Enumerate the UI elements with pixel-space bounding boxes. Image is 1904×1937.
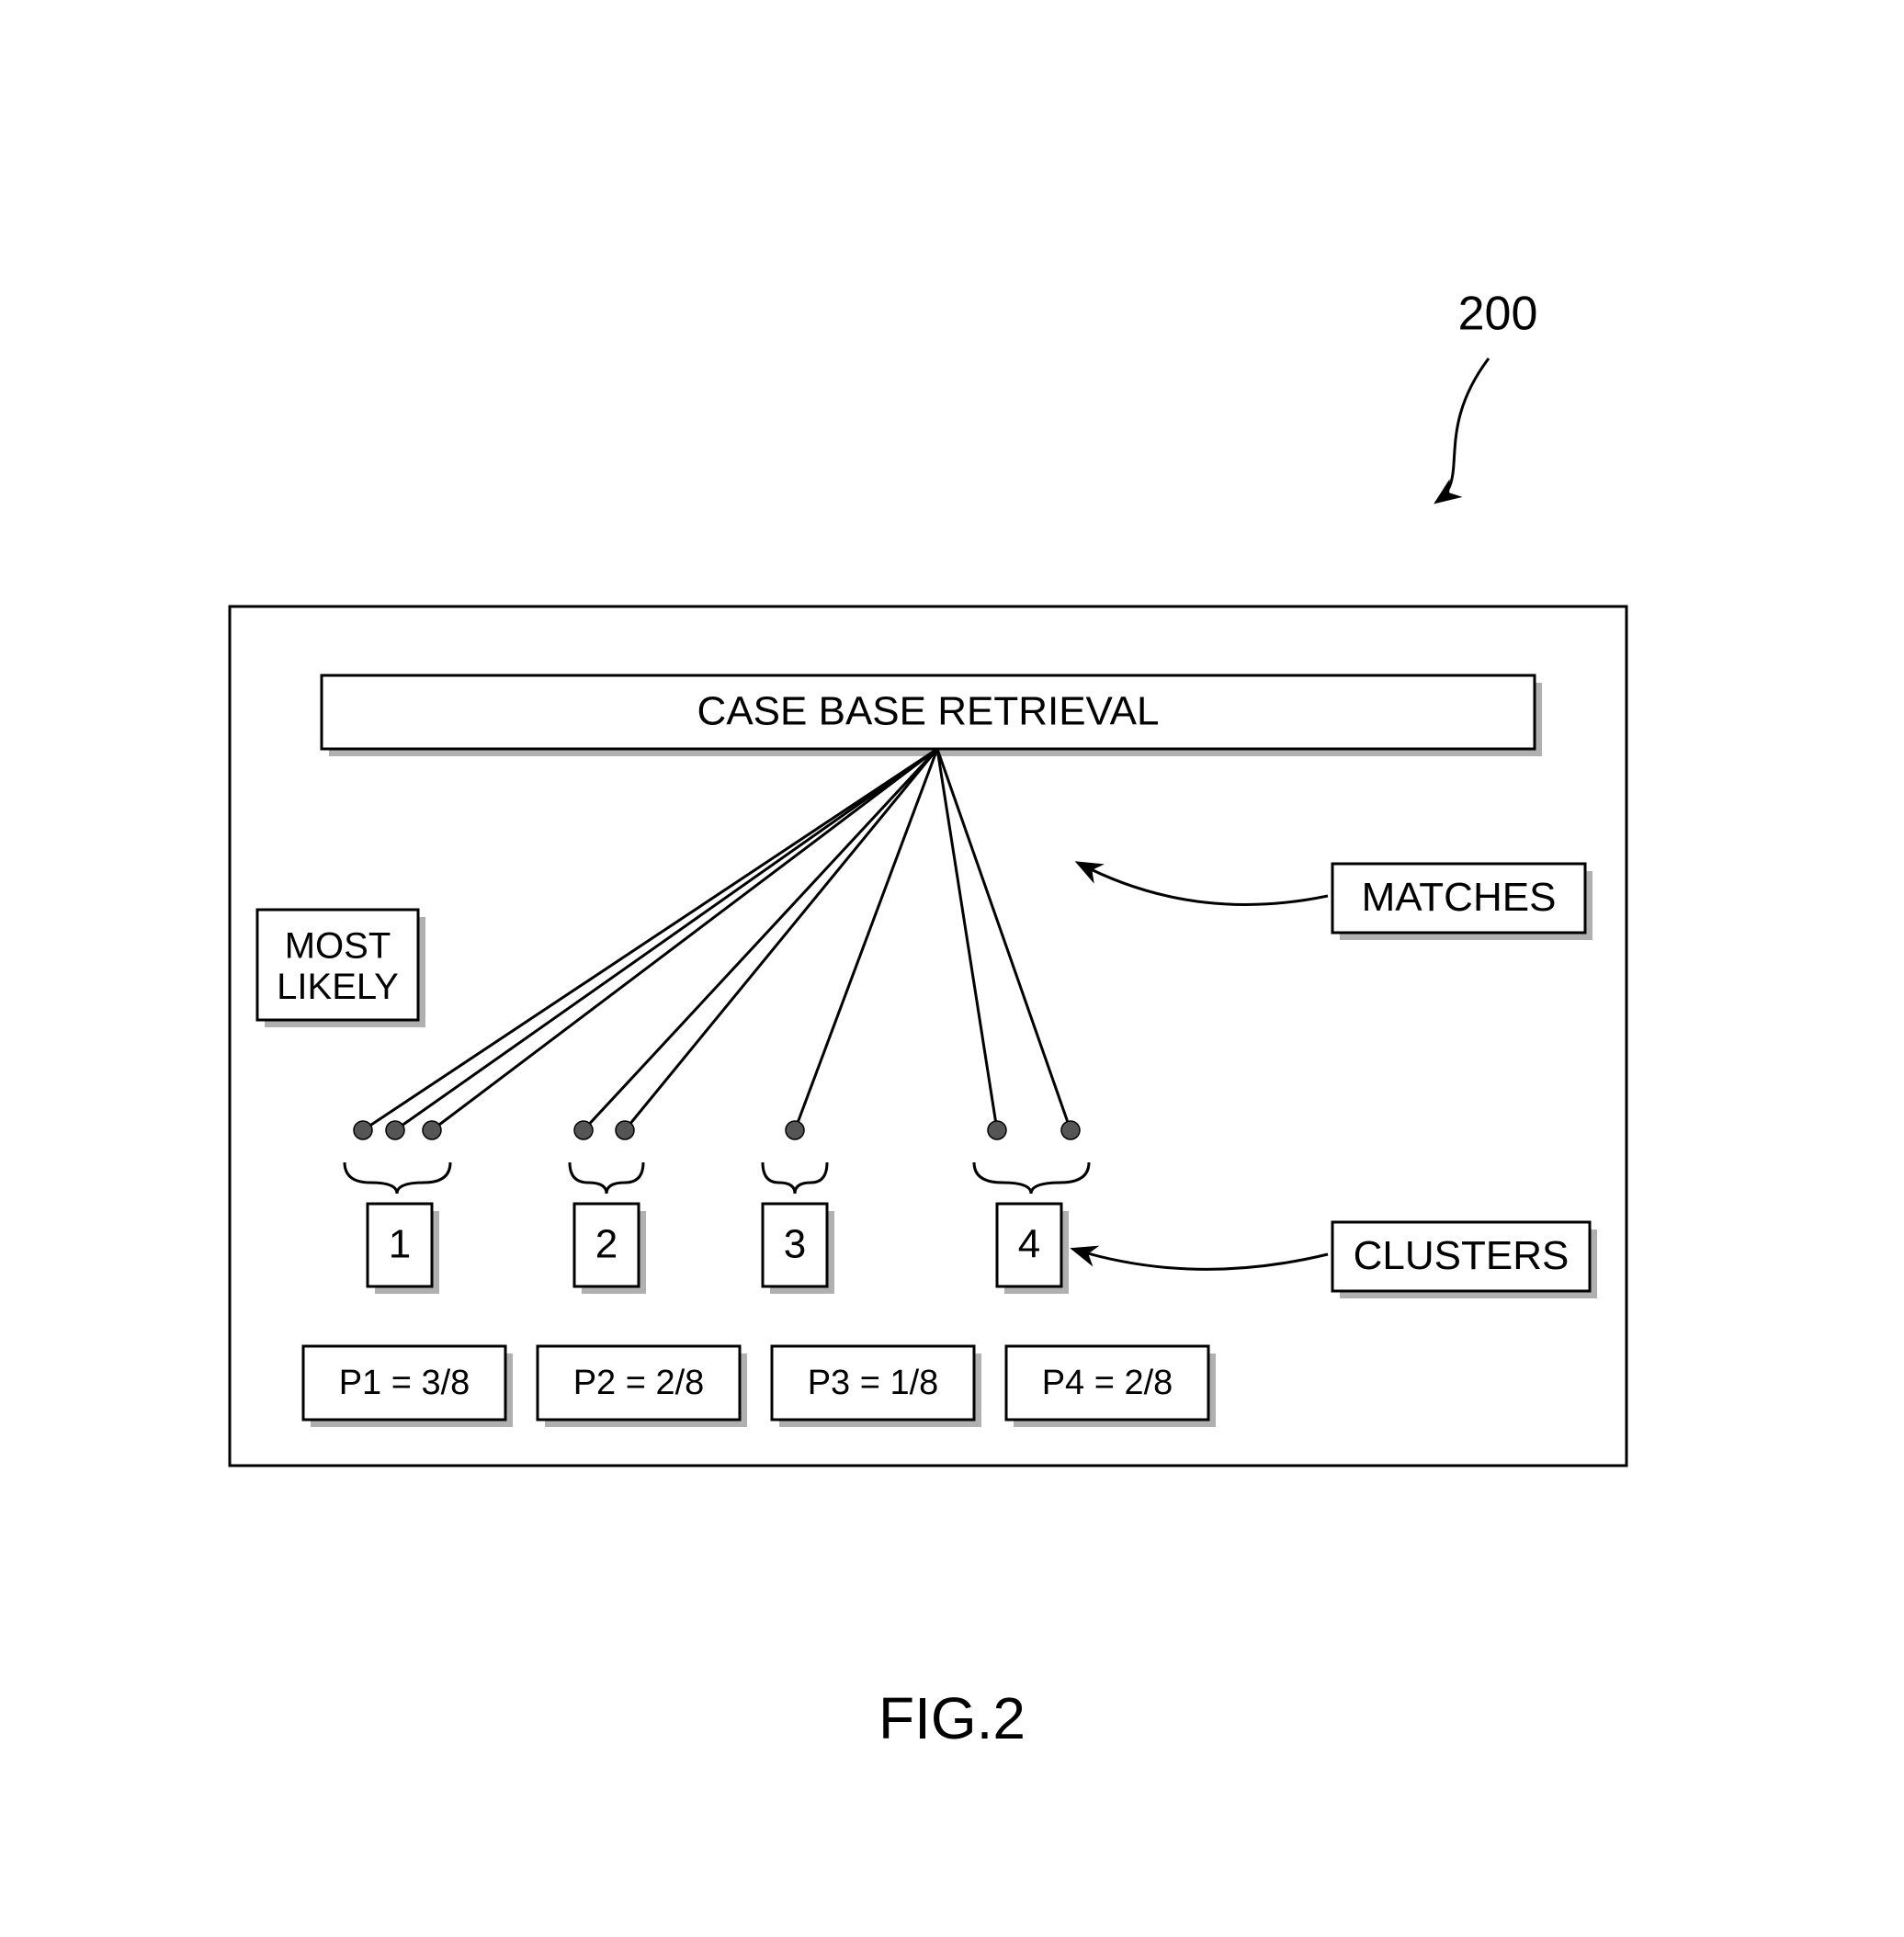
cluster-box: 1	[368, 1204, 439, 1294]
brace	[345, 1162, 450, 1194]
fan-line	[584, 749, 937, 1130]
cluster-box: 4	[997, 1204, 1069, 1294]
fan-line	[432, 749, 937, 1130]
matches-arrow	[1080, 864, 1328, 904]
brace	[763, 1162, 827, 1194]
match-dot	[786, 1121, 804, 1139]
cluster-number: 4	[1018, 1222, 1040, 1267]
probability-box: P3 = 1/8	[772, 1346, 981, 1427]
figure-label: FIG.2	[878, 1685, 1026, 1751]
title-box: CASE BASE RETRIEVAL	[322, 675, 1542, 756]
fan-line	[363, 749, 937, 1130]
cluster-number: 1	[389, 1222, 411, 1267]
match-dot	[574, 1121, 593, 1139]
match-dot	[423, 1121, 441, 1139]
probability-text: P2 = 2/8	[573, 1364, 705, 1402]
brace	[570, 1162, 643, 1194]
most-likely-line2: LIKELY	[277, 967, 399, 1007]
matches-box: MATCHES	[1332, 864, 1592, 940]
most-likely-line1: MOST	[285, 926, 391, 967]
probability-box: P2 = 2/8	[538, 1346, 747, 1427]
fan-line	[395, 749, 937, 1130]
cluster-box: 2	[574, 1204, 646, 1294]
probability-box: P1 = 3/8	[303, 1346, 513, 1427]
brace	[974, 1162, 1089, 1194]
cluster-number: 2	[595, 1222, 618, 1267]
title-text: CASE BASE RETRIEVAL	[697, 689, 1160, 734]
match-dot	[1061, 1121, 1080, 1139]
dots-group	[354, 1121, 1080, 1139]
clusters-label-box: CLUSTERS	[1332, 1222, 1597, 1298]
match-dot	[988, 1121, 1006, 1139]
most-likely-box: MOST LIKELY	[257, 910, 425, 1027]
match-dot	[386, 1121, 404, 1139]
clusters-arrow	[1075, 1250, 1328, 1269]
figure-canvas: 200 CASE BASE RETRIEVAL MOST LIKELY MATC…	[0, 0, 1904, 1937]
probability-text: P3 = 1/8	[808, 1364, 939, 1402]
probability-text: P1 = 3/8	[339, 1364, 470, 1402]
ref-number: 200	[1458, 288, 1538, 341]
probability-text: P4 = 2/8	[1042, 1364, 1173, 1402]
cluster-box: 3	[763, 1204, 834, 1294]
fan-line	[937, 749, 997, 1130]
match-dot	[616, 1121, 634, 1139]
fan-line	[795, 749, 937, 1130]
clusters-text: CLUSTERS	[1354, 1233, 1570, 1278]
match-dot	[354, 1121, 372, 1139]
cluster-number: 3	[784, 1222, 806, 1267]
braces-group	[345, 1162, 1089, 1194]
fan-line	[937, 749, 1071, 1130]
probability-box: P4 = 2/8	[1006, 1346, 1216, 1427]
fan-lines	[363, 749, 1071, 1130]
probability-boxes-group: P1 = 3/8 P2 = 2/8 P3 = 1/8 P4 = 2/8	[303, 1346, 1216, 1427]
fan-line	[625, 749, 937, 1130]
cluster-boxes-group: 1 2 3 4	[368, 1204, 1069, 1294]
matches-text: MATCHES	[1362, 875, 1557, 920]
ref-arrow	[1438, 358, 1489, 501]
